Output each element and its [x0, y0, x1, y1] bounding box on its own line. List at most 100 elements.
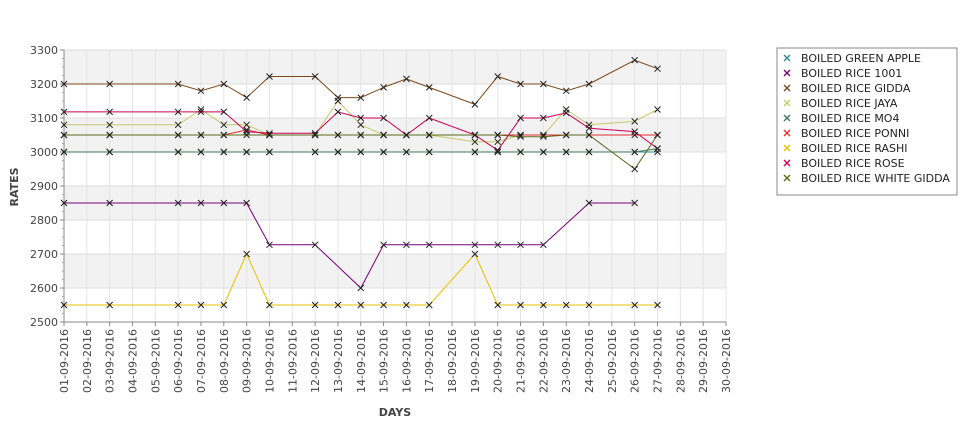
data-point — [425, 241, 433, 249]
data-point — [311, 131, 319, 139]
data-point — [197, 87, 205, 95]
legend-swatch — [783, 99, 791, 107]
y-tick-label: 3300 — [30, 44, 58, 57]
data-point — [197, 131, 205, 139]
x-tick-label: 14-09-2016 — [355, 329, 368, 393]
data-point — [471, 241, 479, 249]
series-boiled-rice-gidda — [60, 56, 661, 108]
legend-item: BOILED RICE PONNI — [783, 127, 909, 140]
data-point — [311, 148, 319, 156]
data-point — [60, 301, 68, 309]
y-tick-label: 2800 — [30, 214, 58, 227]
data-point — [585, 301, 593, 309]
x-tick-label: 13-09-2016 — [332, 329, 345, 393]
data-point — [517, 241, 524, 249]
y-tick-label: 3000 — [30, 146, 58, 159]
x-tick-label: 05-09-2016 — [149, 329, 162, 393]
data-point — [174, 148, 182, 156]
plot-band — [64, 50, 726, 84]
data-point — [243, 199, 250, 207]
x-tick-label: 20-09-2016 — [492, 329, 505, 393]
legend-item: BOILED RICE WHITE GIDDA — [783, 172, 950, 185]
data-point — [471, 101, 479, 108]
data-point — [540, 241, 547, 249]
data-point — [174, 80, 182, 88]
series-layer — [60, 56, 661, 309]
data-point — [517, 133, 524, 141]
data-point — [540, 80, 547, 88]
x-tick-label: 04-09-2016 — [126, 329, 139, 393]
data-point — [471, 250, 479, 258]
data-point — [562, 148, 570, 156]
data-point — [517, 301, 524, 309]
data-point — [631, 128, 639, 135]
data-point — [174, 199, 182, 207]
x-tick-label: 09-09-2016 — [241, 329, 254, 393]
data-point — [380, 84, 387, 91]
series-boiled-rice-1001 — [60, 199, 639, 292]
data-point — [380, 241, 387, 249]
data-point — [311, 301, 319, 309]
data-point — [403, 241, 410, 249]
data-point — [60, 108, 68, 116]
data-point — [380, 131, 387, 139]
data-point — [654, 65, 661, 73]
x-tick-label: 02-09-2016 — [81, 329, 94, 393]
x-tick-label: 16-09-2016 — [400, 329, 413, 393]
data-point — [220, 301, 228, 309]
data-point — [494, 73, 502, 80]
plot-band — [64, 152, 726, 186]
x-tick-label: 17-09-2016 — [423, 329, 436, 393]
x-tick-label: 23-09-2016 — [560, 329, 573, 393]
legend-label: BOILED RICE PONNI — [801, 127, 909, 140]
data-point — [631, 199, 639, 207]
data-point — [220, 108, 228, 116]
data-point — [494, 241, 502, 249]
legend-label: BOILED RICE RASHI — [801, 142, 908, 155]
data-point — [425, 301, 433, 309]
data-point — [60, 148, 68, 156]
data-point — [494, 301, 502, 309]
legend-swatch — [783, 174, 791, 182]
y-tick-label: 2600 — [30, 282, 58, 295]
data-point — [494, 131, 502, 139]
data-point — [494, 138, 502, 146]
legend-swatch — [783, 129, 791, 137]
data-point — [357, 148, 365, 156]
data-point — [106, 199, 114, 207]
data-point — [585, 131, 593, 139]
data-point — [540, 114, 547, 122]
x-tick-label: 06-09-2016 — [172, 329, 185, 393]
data-point — [334, 97, 342, 105]
x-tick-label: 12-09-2016 — [309, 329, 322, 393]
data-point — [425, 148, 433, 156]
data-point — [220, 148, 228, 156]
data-point — [631, 301, 639, 309]
data-point — [517, 148, 524, 156]
data-point — [380, 301, 387, 309]
data-point — [403, 301, 410, 309]
y-tick-label: 2500 — [30, 316, 58, 329]
x-tick-label: 29-09-2016 — [697, 329, 710, 393]
data-point — [380, 114, 387, 122]
x-tick-label: 15-09-2016 — [378, 329, 391, 393]
x-tick-label: 30-09-2016 — [720, 329, 733, 393]
data-point — [562, 109, 570, 117]
data-point — [562, 87, 570, 95]
legend-label: BOILED RICE WHITE GIDDA — [801, 172, 950, 185]
data-point — [60, 199, 68, 207]
plot-band — [64, 254, 726, 288]
data-point — [174, 301, 182, 309]
data-point — [631, 165, 639, 173]
data-point — [266, 241, 273, 249]
data-point — [174, 108, 182, 116]
legend-label: BOILED RICE ROSE — [801, 157, 905, 170]
data-point — [357, 284, 365, 292]
data-point — [494, 146, 502, 154]
data-point — [403, 75, 410, 83]
y-tick-label: 3100 — [30, 112, 58, 125]
x-tick-label: 24-09-2016 — [583, 329, 596, 393]
data-point — [471, 138, 479, 146]
data-point — [357, 121, 365, 129]
data-point — [220, 121, 228, 129]
